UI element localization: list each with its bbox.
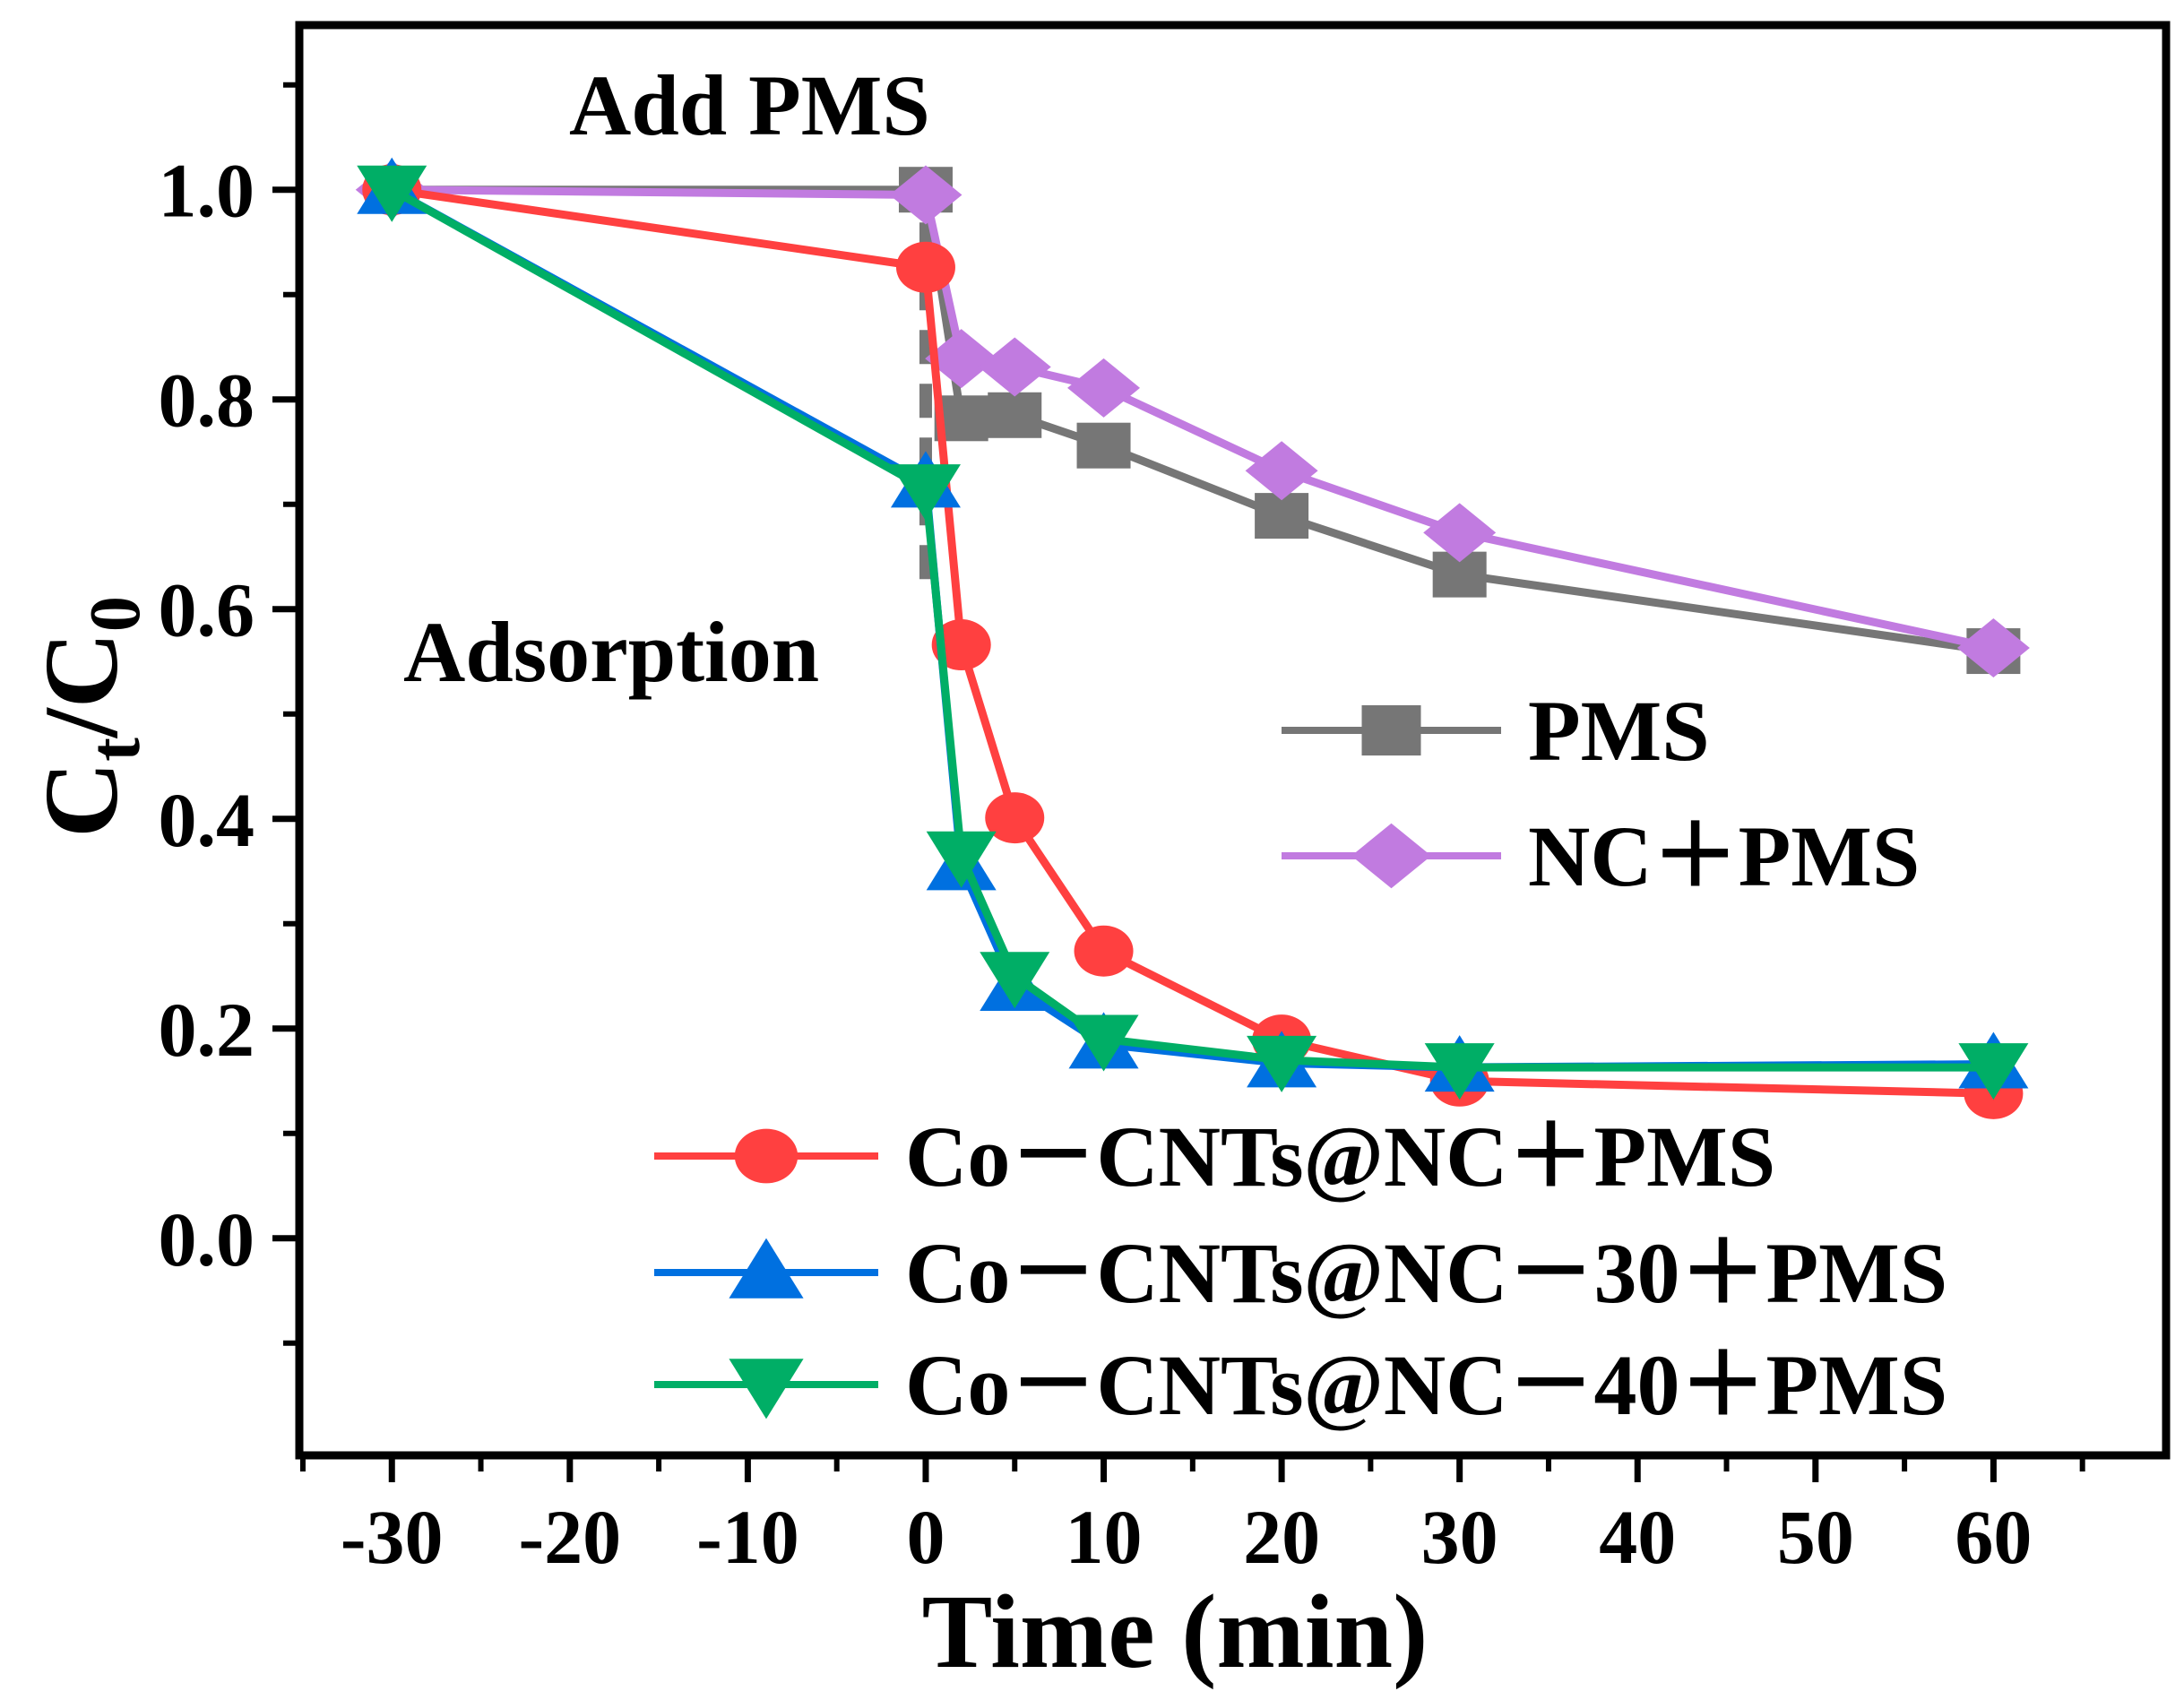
data-point — [1958, 1043, 2029, 1100]
data-point — [1255, 493, 1309, 539]
y-tick-label: 0.8 — [159, 358, 255, 444]
annotation-adsorption: Adsorption — [403, 604, 819, 700]
legend-item: Co－CNTs@NC－30＋PMS — [654, 1225, 1947, 1321]
series-line — [392, 186, 1995, 652]
data-point — [1424, 1043, 1495, 1100]
data-point — [1068, 1014, 1139, 1072]
x-tick-label: 60 — [1955, 1494, 2032, 1580]
data-point — [925, 329, 998, 389]
data-point — [1956, 618, 2030, 678]
x-tick-label: 30 — [1421, 1494, 1498, 1580]
series-line — [392, 186, 1995, 655]
x-tick-label: 10 — [1066, 1494, 1143, 1580]
y-tick-label: 0.4 — [159, 777, 255, 863]
data-point — [357, 165, 427, 222]
data-point — [1067, 358, 1141, 418]
legend-item: PMS — [1282, 683, 1710, 779]
series-4 — [357, 165, 2029, 1100]
data-point — [988, 392, 1042, 438]
y-tick-label: 1.0 — [159, 148, 255, 234]
legend-item: Co－CNTs@NC－40＋PMS — [654, 1337, 1947, 1433]
data-point — [978, 337, 1051, 397]
legend-marker — [729, 1238, 804, 1299]
x-tick-label: 50 — [1777, 1494, 1854, 1580]
legend-label: PMS — [1528, 683, 1710, 779]
x-tick-label: -10 — [696, 1494, 799, 1580]
data-point — [980, 952, 1050, 1009]
x-tick-label: -20 — [519, 1494, 622, 1580]
legend-item: NC＋PMS — [1282, 808, 1920, 904]
data-point — [985, 792, 1045, 844]
legend-label: Co－CNTs@NC－30＋PMS — [905, 1225, 1947, 1321]
data-point — [926, 831, 997, 888]
data-point — [1423, 503, 1497, 563]
legend-label: NC＋PMS — [1528, 808, 1920, 904]
legend-item: Co－CNTs@NC＋PMS — [654, 1109, 1775, 1204]
x-tick-label: -30 — [341, 1494, 444, 1580]
y-tick-label: 0.0 — [159, 1196, 255, 1282]
legend-label: Co－CNTs@NC＋PMS — [905, 1109, 1775, 1204]
series-line — [390, 186, 1994, 1072]
data-point — [1247, 1035, 1317, 1092]
data-point — [889, 165, 963, 225]
data-point — [931, 619, 991, 671]
svg-text:Ct/C0: Ct/C0 — [22, 596, 155, 838]
legend-marker — [1351, 823, 1432, 889]
x-tick-label: 20 — [1243, 1494, 1320, 1580]
data-point — [1076, 422, 1131, 469]
data-point — [890, 464, 961, 522]
y-tick-label: 0.6 — [159, 567, 255, 653]
series-1 — [355, 160, 2030, 678]
x-tick-label: 0 — [906, 1494, 945, 1580]
y-tick-label: 0.2 — [159, 987, 255, 1073]
data-point — [1074, 925, 1134, 977]
legend-label: Co－CNTs@NC－40＋PMS — [905, 1337, 1947, 1433]
data-point — [1245, 441, 1318, 501]
x-tick-label: 40 — [1599, 1494, 1676, 1580]
annotation-add-pms: Add PMS — [569, 57, 930, 153]
plot-frame — [295, 21, 2171, 1460]
legend-marker — [1361, 704, 1421, 756]
data-point — [895, 241, 955, 293]
legend-marker — [734, 1128, 798, 1184]
series-line — [391, 186, 1994, 1098]
legend-marker — [729, 1359, 804, 1420]
y-axis-label: Ct/C0 — [22, 596, 155, 838]
x-axis-label: Time (min) — [922, 1573, 1429, 1690]
